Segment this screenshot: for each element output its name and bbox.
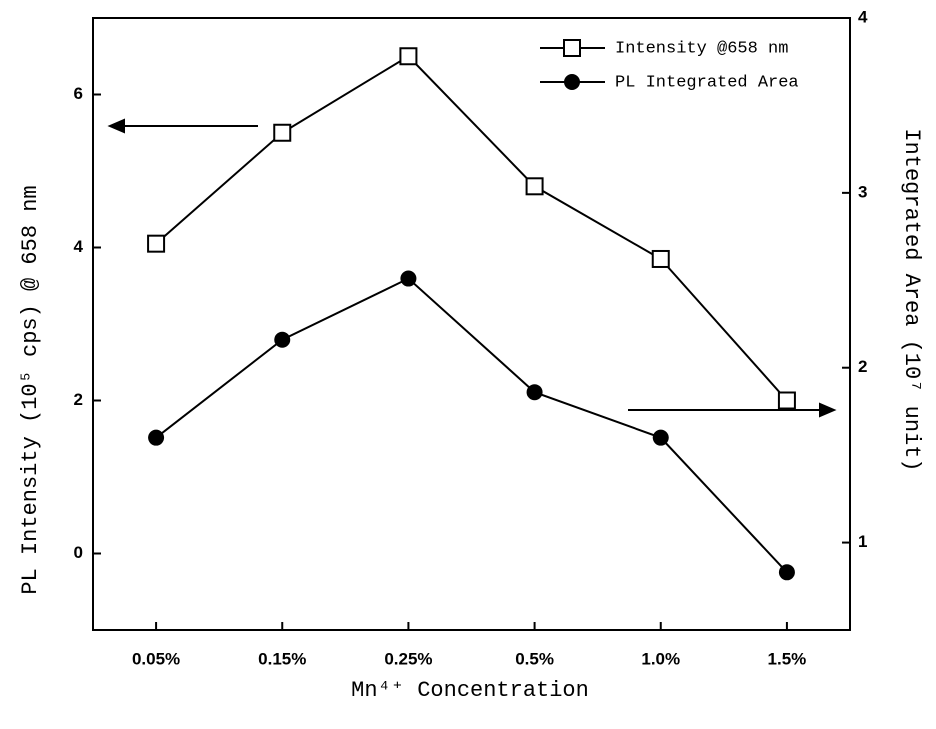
x-tick-label: 1.5%	[768, 649, 807, 668]
marker	[399, 47, 418, 66]
y2-tick-label: 1	[858, 532, 867, 551]
x-tick-label: 0.25%	[384, 649, 432, 668]
x-axis-label: Mn⁴⁺ Concentration	[351, 678, 589, 703]
marker	[274, 331, 291, 348]
marker	[525, 177, 544, 196]
x-tick-label: 1.0%	[641, 649, 680, 668]
marker	[777, 391, 796, 410]
y-tick-label: 2	[74, 390, 83, 409]
y-axis-label: PL Intensity (10⁵ cps) @ 658 nm	[18, 185, 43, 594]
x-tick-label: 0.15%	[258, 649, 306, 668]
marker	[273, 123, 292, 142]
y2-tick-label: 3	[858, 182, 867, 201]
marker	[400, 270, 417, 287]
y2-tick-label: 4	[858, 7, 868, 26]
marker	[652, 429, 669, 446]
marker	[148, 429, 165, 446]
x-tick-label: 0.5%	[515, 649, 554, 668]
legend-label: Intensity @658 nm	[615, 39, 788, 58]
arrow-right	[628, 402, 837, 418]
marker	[564, 74, 580, 90]
marker	[526, 384, 543, 401]
y2-axis-label: Integrated Area (10⁷ unit)	[899, 128, 924, 471]
marker	[778, 564, 795, 581]
legend-label: PL Integrated Area	[615, 73, 799, 92]
y2-tick-label: 2	[858, 357, 867, 376]
x-tick-label: 0.05%	[132, 649, 180, 668]
marker	[147, 234, 166, 253]
series-line	[155, 277, 788, 573]
marker	[563, 39, 581, 57]
y-tick-label: 0	[74, 543, 83, 562]
plot-frame	[92, 17, 851, 631]
series-line	[155, 54, 788, 402]
y-tick-label: 6	[74, 84, 83, 103]
arrow-left	[107, 118, 258, 134]
y-tick-label: 4	[74, 237, 84, 256]
marker	[651, 249, 670, 268]
